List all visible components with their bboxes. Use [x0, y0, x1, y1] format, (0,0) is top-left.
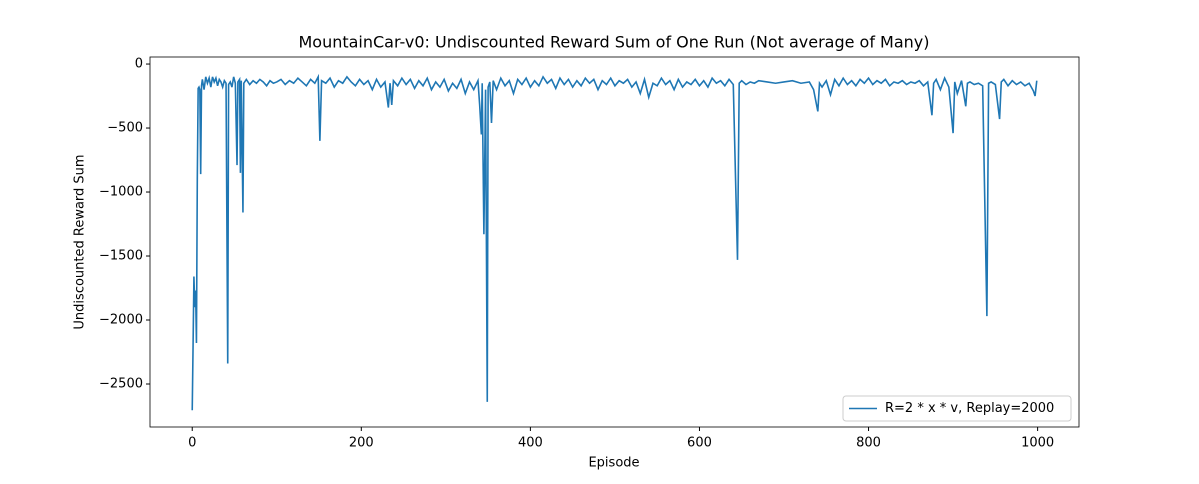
y-tick-label: −500	[107, 121, 143, 136]
legend-label: R=2 * x * v, Replay=2000	[885, 401, 1054, 416]
x-tick-label: 400	[518, 436, 543, 451]
y-tick-label: −1000	[99, 185, 143, 200]
chart-title: MountainCar-v0: Undiscounted Reward Sum …	[298, 33, 929, 52]
plot-frame	[149, 56, 1080, 428]
y-tick-label: 0	[135, 57, 143, 72]
x-tick-label: 800	[856, 436, 881, 451]
legend-box	[842, 395, 1072, 422]
x-tick-label: 600	[687, 436, 712, 451]
y-axis-label: Undiscounted Reward Sum	[73, 154, 88, 329]
y-tick-label: −2000	[99, 313, 143, 328]
x-tick-label: 1000	[1021, 436, 1054, 451]
x-tick-label: 200	[349, 436, 374, 451]
y-tick-label: −2500	[99, 376, 143, 391]
x-axis-label: Episode	[588, 456, 639, 471]
y-tick-label: −1500	[99, 249, 143, 264]
x-tick-label: 0	[188, 436, 196, 451]
data-line	[191, 73, 1038, 411]
